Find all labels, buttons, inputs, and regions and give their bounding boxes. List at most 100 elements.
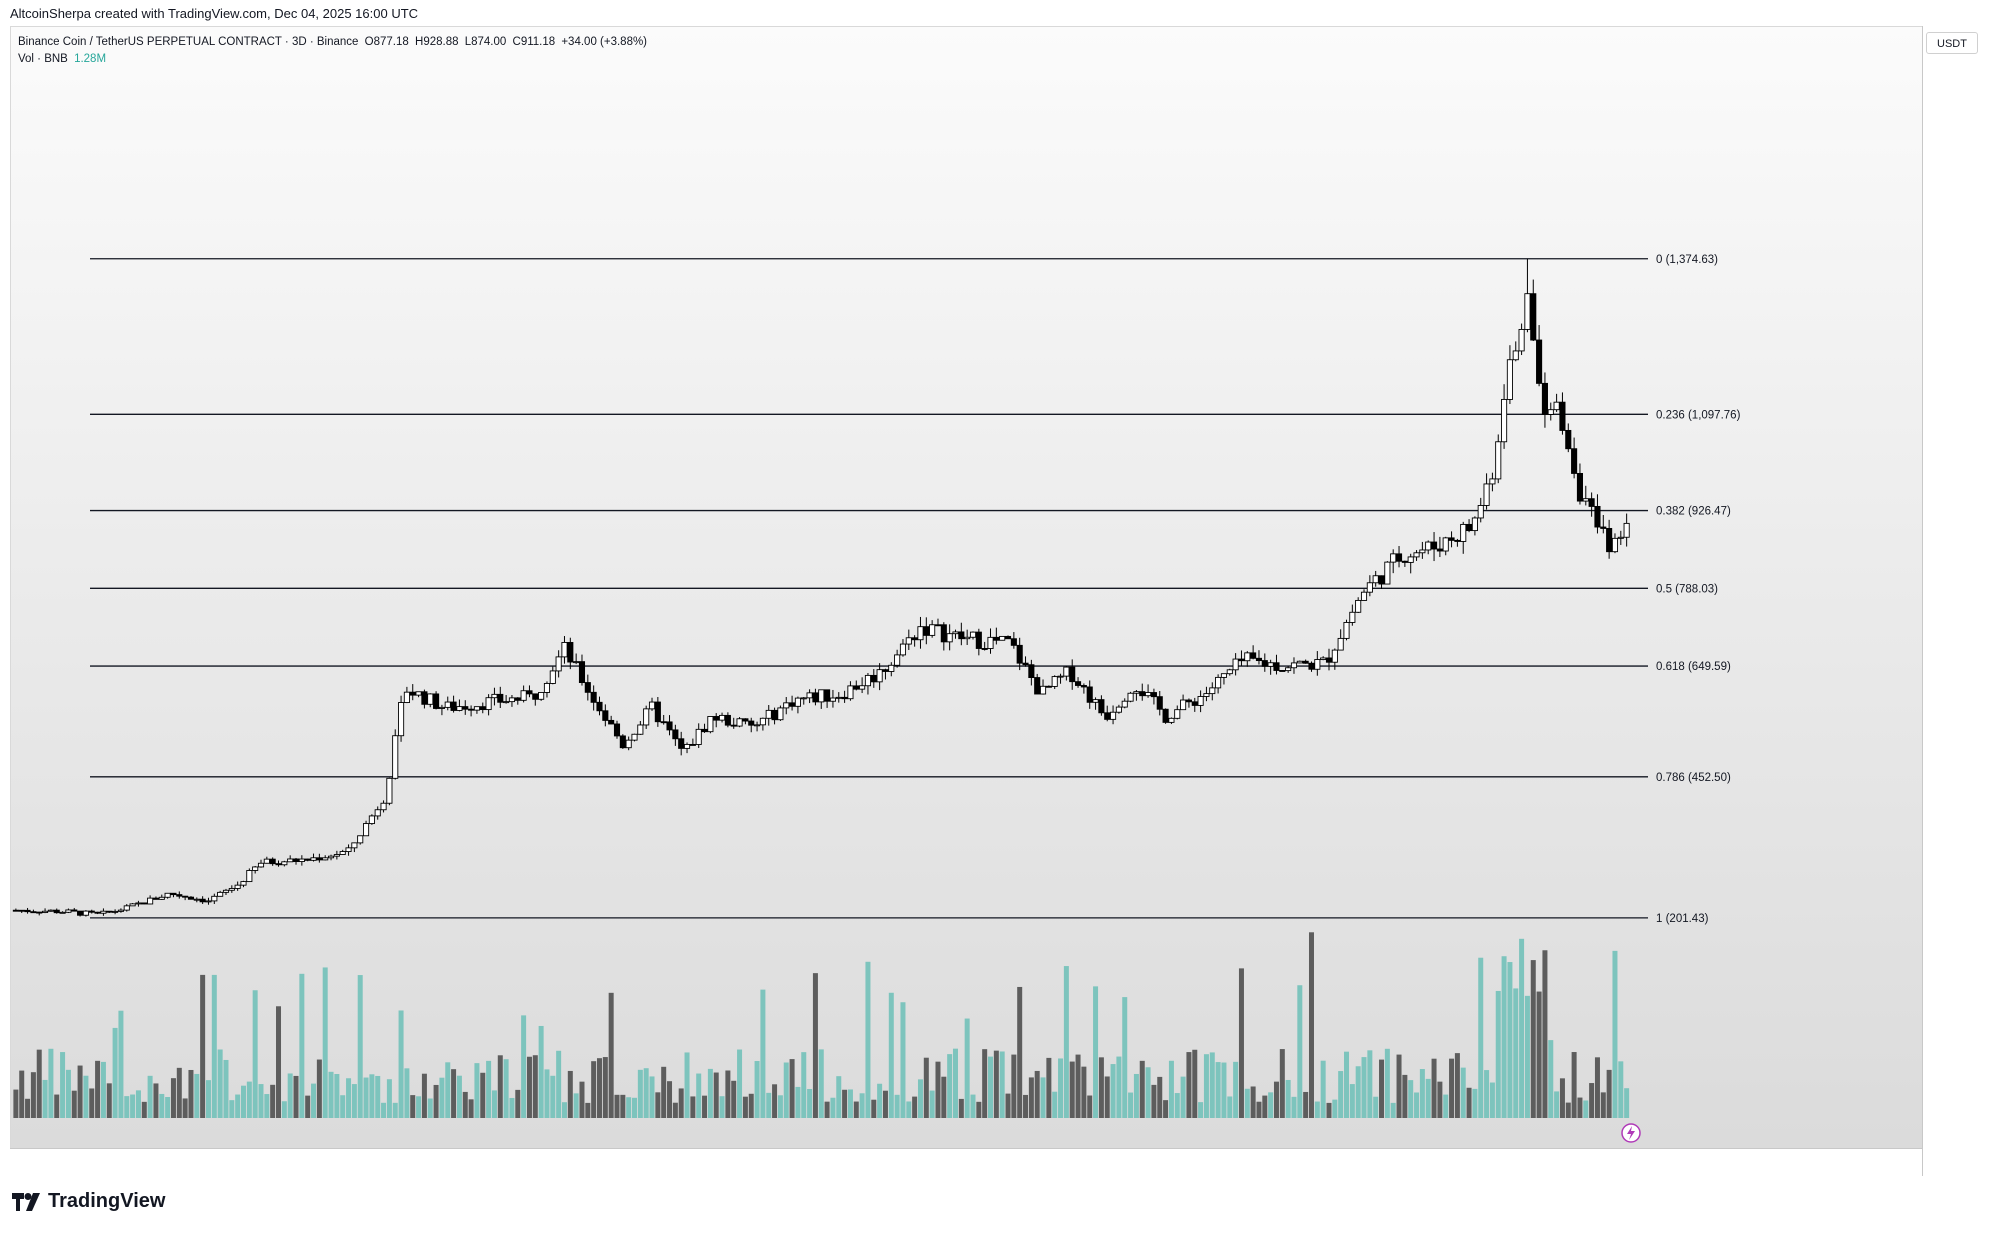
candle-body <box>654 701 661 723</box>
candle-body <box>88 910 95 913</box>
candle-body <box>864 674 872 687</box>
candle-body <box>975 631 982 649</box>
volume-bar <box>240 1085 246 1118</box>
candle-body <box>929 624 936 636</box>
volume-bar <box>1180 1076 1186 1118</box>
currency-button[interactable]: USDT <box>1926 32 1978 54</box>
volume-bar <box>737 1049 743 1118</box>
volume-bar <box>71 1090 77 1118</box>
candle-body <box>421 691 428 705</box>
volume-bar <box>264 1094 270 1118</box>
candle-body <box>1074 681 1082 686</box>
volume-bar <box>1163 1100 1169 1118</box>
candle-body <box>1576 472 1584 502</box>
volume-bar <box>1028 1077 1034 1118</box>
candle-body <box>1378 575 1385 585</box>
volume-bar <box>217 1049 223 1118</box>
candle-body <box>94 911 101 914</box>
candle-body <box>252 866 259 871</box>
candle-body <box>1536 339 1543 384</box>
volume-bar <box>106 1083 112 1118</box>
volume-bar <box>888 992 894 1118</box>
candle-body <box>1290 662 1298 669</box>
volume-bar <box>1379 1059 1385 1118</box>
volume-bar <box>1449 1058 1455 1118</box>
candle-body <box>987 636 994 649</box>
volume-bar <box>842 1089 848 1118</box>
volume-bar <box>1209 1052 1215 1118</box>
volume-bar <box>363 1077 369 1118</box>
volume-bar <box>1262 1095 1268 1118</box>
candle-body <box>462 706 469 710</box>
volume-bar <box>124 1096 130 1118</box>
candle-body <box>316 857 323 861</box>
candle-body <box>526 690 533 695</box>
candle-body <box>1436 548 1443 552</box>
candle-body <box>30 911 37 914</box>
candle-body <box>351 842 358 849</box>
volume-bar <box>316 1059 322 1118</box>
candle-body <box>1355 599 1362 613</box>
candle-body <box>1034 677 1041 695</box>
volume-bar <box>77 1065 83 1118</box>
candle-body <box>1331 649 1338 663</box>
candle-body <box>193 898 200 901</box>
time-axis[interactable] <box>10 1148 1922 1176</box>
candle-body <box>800 697 807 700</box>
tradingview-logo[interactable]: TradingView <box>12 1190 165 1213</box>
volume-bar <box>1133 1073 1139 1118</box>
volume-bar <box>690 1096 696 1118</box>
volume-bar <box>1618 1061 1624 1118</box>
candle-body <box>596 701 603 712</box>
candle-body <box>199 898 206 903</box>
candle-body <box>730 724 737 727</box>
candle-body <box>1495 441 1502 480</box>
candle-body <box>1611 537 1619 553</box>
volume-bar <box>789 1059 795 1118</box>
volume-label[interactable]: Vol · BNB <box>18 53 68 65</box>
candle-body <box>269 858 276 865</box>
volume-bar <box>1489 1082 1495 1118</box>
candle-body <box>1372 575 1379 584</box>
volume-bar <box>188 1069 194 1118</box>
volume-bar <box>386 1079 392 1118</box>
volume-bar <box>19 1070 25 1118</box>
volume-bar <box>1063 966 1069 1118</box>
volume-bar <box>1355 1066 1361 1118</box>
volume-bar <box>865 961 871 1118</box>
volume-bar <box>1344 1051 1350 1118</box>
candle-body <box>123 905 130 911</box>
attribution: AltcoinSherpa created with TradingView.c… <box>10 6 419 21</box>
volume-bar <box>912 1096 918 1118</box>
volume-bar <box>859 1093 865 1118</box>
volume-bar <box>503 1059 509 1118</box>
volume-bar <box>707 1068 713 1118</box>
fib-level-label: 0.786 (452.50) <box>1656 772 1731 784</box>
price-axis[interactable] <box>1922 26 1982 1176</box>
open-value: 877.18 <box>373 36 409 48</box>
symbol-title[interactable]: Binance Coin / TetherUS PERPETUAL CONTRA… <box>18 36 359 48</box>
candle-body <box>1419 549 1426 554</box>
volume-bar <box>60 1052 66 1118</box>
volume-bar <box>1624 1088 1630 1118</box>
candle-body <box>917 626 924 641</box>
volume-bar <box>1297 985 1303 1118</box>
volume-bar <box>877 1083 883 1118</box>
candle-body <box>1098 699 1105 714</box>
candle-body <box>958 631 965 640</box>
volume-bar <box>696 1073 702 1118</box>
volume-bar <box>1279 1049 1285 1118</box>
candle-body <box>899 643 907 656</box>
candle-body <box>1197 696 1204 706</box>
volume-bar <box>602 1057 608 1118</box>
volume-bar <box>1478 957 1484 1118</box>
candle-body <box>1226 669 1233 675</box>
candle-body <box>1285 667 1292 672</box>
candle-body <box>765 709 772 719</box>
chart-frame[interactable] <box>10 26 1982 1176</box>
volume-bar <box>1425 1078 1431 1118</box>
volume-bar <box>474 1063 480 1118</box>
candle-body <box>759 717 766 726</box>
candle-body <box>362 823 370 837</box>
